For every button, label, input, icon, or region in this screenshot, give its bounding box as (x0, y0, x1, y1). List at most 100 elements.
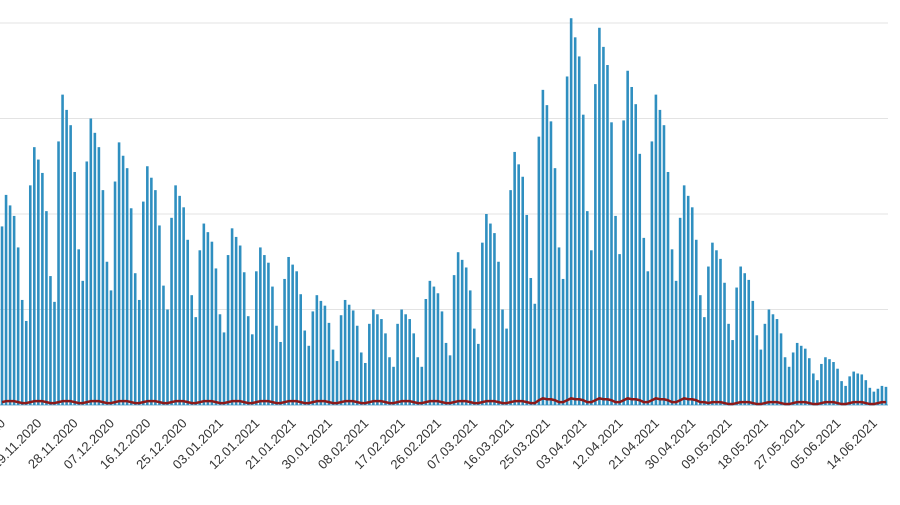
bar (267, 262, 270, 405)
bar (791, 352, 795, 405)
bar (493, 233, 496, 405)
bar (852, 371, 855, 405)
bar (20, 299, 24, 405)
bar (250, 334, 254, 405)
bar (602, 46, 605, 405)
bar (69, 125, 72, 405)
bar (723, 282, 726, 405)
bar (12, 215, 16, 405)
bar (614, 215, 617, 405)
bar (57, 141, 60, 406)
bar (497, 261, 500, 405)
bar (125, 168, 129, 405)
bar (404, 314, 407, 405)
bar (283, 278, 286, 405)
bar (33, 147, 36, 405)
bar (468, 290, 472, 405)
bar (49, 276, 52, 405)
bar (864, 380, 868, 405)
bar (501, 309, 504, 405)
bar (541, 89, 545, 405)
bar (517, 164, 520, 405)
bar (763, 323, 767, 405)
bar (194, 317, 198, 405)
bar (832, 362, 835, 405)
bar (444, 342, 448, 405)
bar (751, 300, 755, 405)
bar (686, 195, 690, 405)
bar (783, 357, 787, 405)
bar (210, 241, 214, 405)
bar (707, 266, 710, 405)
bar (380, 319, 383, 405)
bar (16, 247, 20, 405)
bar (759, 349, 763, 405)
bar (0, 226, 4, 405)
bar (654, 94, 658, 405)
bar (581, 114, 585, 406)
bar (24, 320, 28, 405)
bar (477, 343, 480, 405)
bar (255, 271, 258, 405)
bar (767, 309, 771, 405)
bar (824, 357, 827, 405)
bar (428, 280, 432, 405)
bar (638, 153, 642, 405)
bar (327, 322, 331, 405)
bar (230, 228, 234, 405)
bar (694, 239, 698, 405)
bar (565, 76, 569, 405)
bar (416, 357, 420, 405)
bar (214, 268, 218, 405)
bar (319, 300, 323, 405)
bar (295, 271, 298, 405)
bar (242, 272, 246, 405)
bar (585, 211, 589, 405)
bar (747, 279, 751, 405)
bar (61, 94, 64, 405)
bar (489, 223, 492, 405)
bar (739, 266, 742, 405)
bar (53, 301, 56, 405)
bar (743, 273, 747, 405)
bar (807, 358, 811, 405)
bar (573, 37, 577, 405)
bar (384, 333, 387, 405)
bar (73, 171, 76, 405)
bar (351, 310, 355, 405)
bar (481, 242, 484, 405)
bar (606, 65, 609, 406)
bar (590, 250, 593, 405)
bar (440, 311, 444, 405)
bar (37, 159, 40, 405)
bar (8, 205, 12, 405)
bar (190, 295, 194, 405)
bar (287, 256, 290, 405)
bar (513, 151, 516, 405)
bar (420, 366, 424, 405)
bar (836, 368, 839, 405)
line (1, 397, 886, 406)
bar (4, 194, 8, 405)
bar (626, 70, 629, 405)
bar (642, 237, 646, 405)
bar (271, 286, 274, 405)
bar (529, 277, 533, 405)
bar (436, 293, 440, 405)
bar (795, 342, 799, 405)
bar (727, 323, 730, 405)
bar (711, 242, 714, 405)
bar (323, 305, 327, 405)
bar (101, 190, 105, 405)
bar (537, 136, 541, 405)
bar (396, 323, 399, 405)
bar (65, 109, 68, 405)
bar (363, 362, 367, 405)
bar (460, 259, 464, 405)
bar (93, 132, 97, 405)
bar (787, 366, 791, 405)
bar (234, 236, 238, 405)
bar (174, 185, 177, 405)
bar (521, 176, 525, 405)
bar (263, 255, 266, 405)
